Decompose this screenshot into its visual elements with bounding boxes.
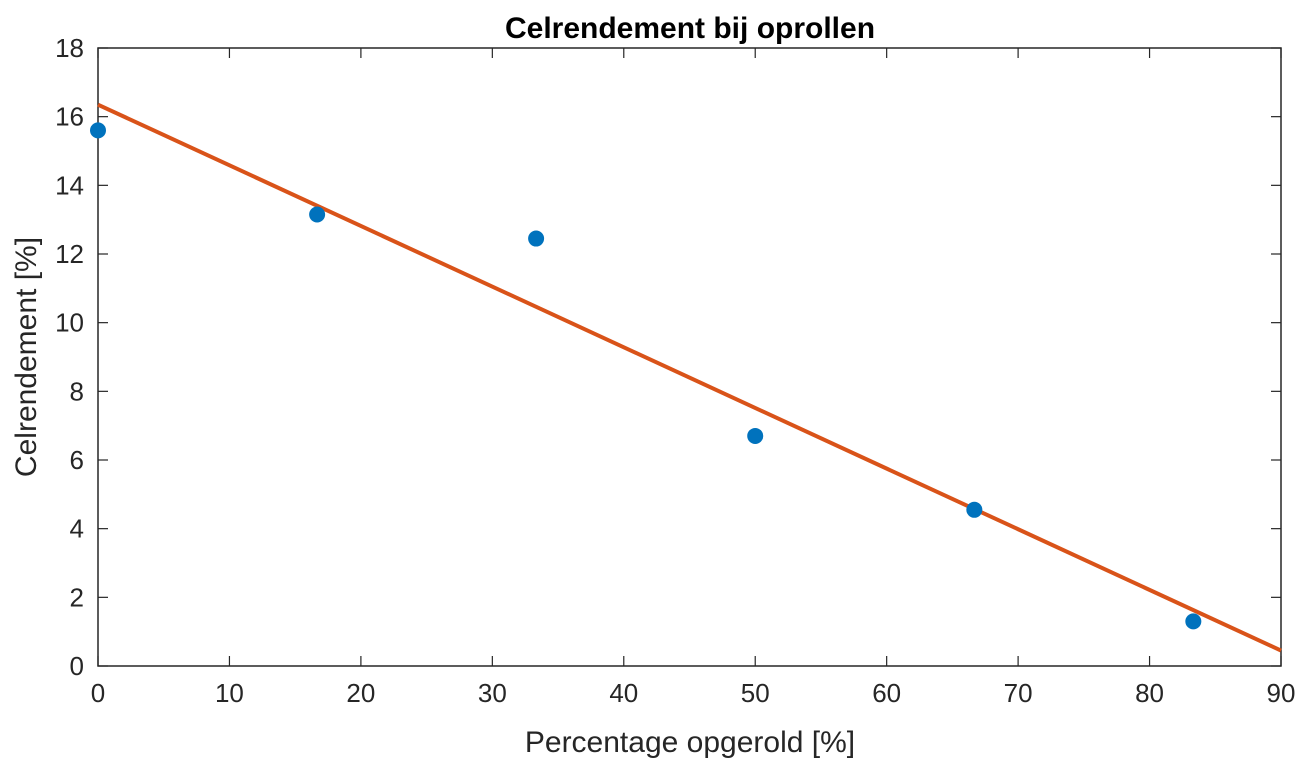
y-tick-label: 12 [55,239,84,269]
y-tick-label: 10 [55,308,84,338]
y-tick-label: 16 [55,102,84,132]
y-tick-label: 6 [70,445,84,475]
data-point [309,206,326,223]
x-tick-label: 30 [478,678,507,708]
chart-title: Celrendement bij oprollen [505,12,875,45]
y-tick-label: 14 [55,170,84,200]
y-tick-label: 0 [70,651,84,681]
x-tick-label: 70 [1004,678,1033,708]
y-axis: 0 2 4 6 8 10 12 14 16 18 [55,33,1281,681]
x-tick-label: 0 [91,678,105,708]
plot-area [90,102,1282,653]
data-point [747,427,764,444]
y-tick-label: 2 [70,582,84,612]
y-axis-label: Celrendement [%] [10,237,43,477]
y-tick-label: 18 [55,33,84,63]
y-tick-label: 4 [70,514,84,544]
x-axis: 0 10 20 30 40 50 60 70 80 90 [91,48,1296,708]
data-point [1185,613,1202,630]
x-tick-label: 20 [346,678,375,708]
data-point [528,230,545,247]
x-tick-label: 90 [1267,678,1296,708]
y-tick-label: 8 [70,376,84,406]
x-tick-label: 80 [1135,678,1164,708]
data-point [966,501,983,518]
x-axis-label: Percentage opgerold [%] [525,726,855,759]
fit-line [97,102,1282,653]
data-point [90,122,106,139]
x-tick-label: 10 [215,678,244,708]
x-tick-label: 40 [609,678,638,708]
x-tick-label: 50 [741,678,770,708]
plot-frame [97,47,1282,667]
x-tick-label: 60 [872,678,901,708]
